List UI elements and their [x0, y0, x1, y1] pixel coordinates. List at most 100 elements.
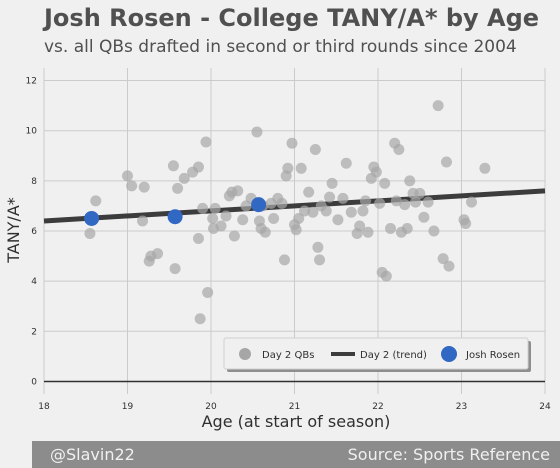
- data-point-day2: [122, 170, 133, 182]
- data-point-day2: [326, 177, 338, 189]
- chart-subtitle: vs. all QBs drafted in second or third r…: [44, 37, 517, 57]
- data-point-day2: [228, 230, 240, 242]
- legend-marker-rosen: [441, 346, 457, 362]
- data-point-day2: [380, 270, 392, 282]
- data-point-day2: [259, 226, 271, 238]
- data-point-day2: [324, 191, 336, 203]
- chart-title: Josh Rosen - College TANY/A* by Age: [44, 4, 540, 32]
- data-point-day2: [220, 210, 232, 222]
- data-point-day2: [399, 199, 411, 211]
- data-point-day2: [479, 162, 491, 174]
- data-point-day2: [418, 211, 430, 223]
- footer-credit: @Slavin22: [50, 445, 135, 464]
- data-point-rosen: [84, 210, 100, 226]
- legend-marker-day2: [239, 348, 251, 360]
- data-point-day2: [232, 185, 244, 197]
- data-point-day2: [138, 181, 150, 193]
- data-point-day2: [370, 166, 382, 178]
- data-point-day2: [359, 195, 371, 207]
- data-point-day2: [172, 182, 184, 194]
- data-point-day2: [202, 286, 214, 298]
- data-point-day2: [337, 192, 349, 204]
- data-point-day2: [290, 224, 302, 236]
- data-point-day2: [126, 180, 138, 192]
- data-point-day2: [207, 212, 219, 224]
- footer-bar: @Slavin22 Source: Sports Reference: [32, 441, 560, 468]
- data-point-rosen: [167, 209, 183, 225]
- data-point-day2: [194, 313, 206, 325]
- data-point-day2: [345, 206, 357, 218]
- data-point-day2: [312, 241, 324, 253]
- data-point-day2: [307, 206, 319, 218]
- data-point-day2: [443, 260, 455, 272]
- data-point-day2: [437, 253, 449, 265]
- data-point-day2: [276, 197, 288, 209]
- data-point-day2: [303, 186, 315, 198]
- data-point-day2: [152, 248, 164, 260]
- data-point-day2: [237, 214, 249, 226]
- data-point-day2: [440, 156, 452, 168]
- data-point-day2: [192, 161, 204, 173]
- y-tick-label: 4: [31, 277, 37, 287]
- x-tick-label: 24: [539, 402, 551, 412]
- data-point-day2: [309, 144, 321, 155]
- data-point-day2: [251, 126, 263, 138]
- data-point-day2: [422, 196, 434, 208]
- data-point-day2: [293, 212, 305, 224]
- data-point-day2: [192, 233, 204, 245]
- data-point-day2: [209, 202, 221, 214]
- data-point-day2: [167, 160, 179, 172]
- data-point-rosen: [251, 197, 267, 213]
- data-point-day2: [169, 263, 181, 275]
- data-point-day2: [432, 100, 444, 112]
- data-point-day2: [428, 225, 440, 237]
- x-tick-label: 22: [372, 402, 383, 412]
- data-point-day2: [410, 196, 422, 208]
- x-tick-label: 23: [456, 402, 467, 412]
- y-tick-label: 2: [31, 327, 37, 337]
- legend-label-rosen: Josh Rosen: [465, 350, 520, 361]
- y-axis-label: TANY/A*: [4, 197, 23, 264]
- y-tick-label: 10: [26, 127, 38, 137]
- y-tick-label: 0: [31, 377, 37, 387]
- data-point-day2: [286, 137, 298, 149]
- data-point-day2: [379, 177, 391, 189]
- y-tick-label: 6: [31, 227, 37, 237]
- data-point-day2: [362, 226, 374, 238]
- trend-line: [43, 188, 546, 224]
- y-tick-label: 8: [31, 177, 37, 187]
- data-point-day2: [90, 195, 102, 207]
- footer-source: Source: Sports Reference: [347, 445, 550, 464]
- data-point-day2: [393, 144, 405, 155]
- data-point-day2: [385, 222, 397, 234]
- data-point-day2: [200, 136, 212, 148]
- x-axis-label: Age (at start of season): [202, 412, 391, 431]
- data-point-day2: [299, 205, 311, 217]
- data-point-day2: [354, 220, 366, 232]
- legend-label-trend: Day 2 (trend): [360, 350, 427, 361]
- data-point-day2: [332, 214, 344, 226]
- data-point-day2: [401, 222, 413, 234]
- data-point-day2: [268, 212, 280, 224]
- data-point-day2: [314, 254, 326, 266]
- x-tick-label: 19: [122, 402, 134, 412]
- data-point-day2: [357, 205, 369, 217]
- data-point-day2: [137, 215, 149, 227]
- data-point-day2: [404, 175, 416, 187]
- legend-label-day2: Day 2 QBs: [262, 350, 314, 361]
- data-point-day2: [414, 187, 426, 199]
- y-tick-label: 12: [26, 77, 37, 87]
- x-tick-label: 21: [289, 402, 300, 412]
- data-point-day2: [278, 254, 290, 266]
- data-point-day2: [178, 172, 190, 184]
- data-point-day2: [374, 197, 386, 209]
- x-tick-label: 20: [205, 402, 217, 412]
- data-point-day2: [197, 202, 209, 214]
- data-point-day2: [390, 195, 402, 207]
- data-point-day2: [215, 220, 227, 232]
- x-tick-label: 18: [38, 402, 50, 412]
- legend: Day 2 QBs Day 2 (trend) Josh Rosen: [223, 337, 531, 372]
- data-point-day2: [320, 205, 332, 217]
- data-point-day2: [460, 217, 472, 229]
